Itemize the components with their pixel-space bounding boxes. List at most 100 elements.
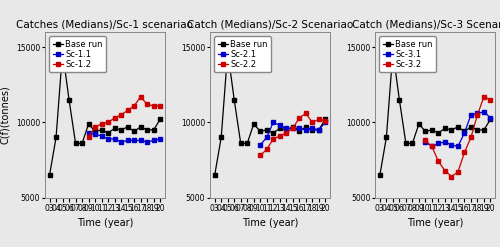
Sc-1.2 [105,121,111,124]
Sc-1.2 [157,104,163,107]
Sc-2.1 [264,136,270,139]
Sc-2.2 [316,118,322,121]
Base run [218,136,224,139]
Base run [384,136,390,139]
Sc-2.1 [296,127,302,130]
Line: Sc-2.2: Sc-2.2 [258,112,327,157]
Y-axis label: C(f)(tonnes): C(f)(tonnes) [0,85,10,144]
Line: Sc-1.1: Sc-1.1 [87,131,162,144]
Base run [481,128,487,131]
Sc-2.1 [322,121,328,124]
Base run [290,125,296,128]
Sc-1.1 [150,139,156,142]
Base run [124,125,130,128]
Base run [416,123,422,125]
Sc-3.1 [436,142,442,145]
Sc-2.2 [270,137,276,140]
Base run [270,131,276,134]
Base run [468,125,474,128]
Base run [72,142,78,145]
Base run [264,128,270,131]
Sc-1.2 [124,109,130,112]
Base run [144,128,150,131]
Base run [238,142,244,145]
Base run [403,142,409,145]
Base run [277,127,283,130]
Line: Sc-2.1: Sc-2.1 [258,121,327,147]
Sc-1.1 [112,137,117,140]
Sc-1.1 [105,137,111,140]
Base run [488,118,494,121]
Sc-2.1 [277,124,283,127]
Line: Base run: Base run [378,50,492,177]
Sc-1.1 [144,141,150,144]
Line: Sc-3.1: Sc-3.1 [424,110,492,148]
Base run [410,142,416,145]
Base run [157,118,163,121]
Sc-1.1 [118,141,124,144]
Sc-2.2 [264,148,270,151]
Base run [138,125,143,128]
Sc-2.2 [296,116,302,119]
Sc-3.1 [481,110,487,113]
Base run [257,130,263,133]
Line: Sc-1.2: Sc-1.2 [87,95,162,139]
X-axis label: Time (year): Time (year) [407,218,464,228]
Sc-1.2 [92,125,98,128]
Base run [244,142,250,145]
Sc-3.1 [422,141,428,144]
Sc-1.1 [92,133,98,136]
Base run [303,125,309,128]
Base run [150,128,156,131]
Sc-2.1 [310,127,316,130]
Sc-3.2 [481,95,487,98]
Sc-1.2 [86,136,91,139]
Line: Sc-3.2: Sc-3.2 [424,95,492,178]
Base run [250,123,256,125]
Base run [118,128,124,131]
Sc-1.1 [86,131,91,134]
Sc-2.2 [277,134,283,137]
Base run [377,174,383,177]
Base run [86,123,91,125]
Base run [296,130,302,133]
Sc-1.1 [124,139,130,142]
Sc-3.2 [429,145,435,148]
Sc-1.1 [131,139,137,142]
Sc-1.1 [98,134,104,137]
Base run [53,136,59,139]
Base run [46,174,52,177]
Base run [322,118,328,121]
Sc-2.2 [284,131,290,134]
Line: Base run: Base run [48,50,162,177]
Sc-1.2 [150,104,156,107]
Sc-3.2 [468,136,474,139]
Sc-1.2 [138,95,143,98]
Sc-2.2 [257,154,263,157]
Base run [429,128,435,131]
Sc-3.1 [455,145,461,148]
X-axis label: Time (year): Time (year) [242,218,298,228]
Legend: Base run, Sc-2.1, Sc-2.2: Base run, Sc-2.1, Sc-2.2 [214,36,271,72]
Base run [212,174,218,177]
Sc-3.1 [474,112,480,115]
Sc-1.2 [131,104,137,107]
Sc-3.1 [442,141,448,144]
Sc-1.1 [138,139,143,142]
Base run [231,98,237,101]
Sc-3.2 [422,139,428,142]
Sc-2.1 [270,121,276,124]
Sc-3.1 [462,131,468,134]
Base run [436,131,442,134]
Legend: Base run, Sc-3.1, Sc-3.2: Base run, Sc-3.1, Sc-3.2 [380,36,436,72]
Base run [442,127,448,130]
Base run [79,142,85,145]
Base run [448,128,454,131]
Sc-3.2 [442,169,448,172]
Line: Base run: Base run [213,50,327,177]
Sc-3.2 [488,98,494,101]
Sc-3.2 [436,160,442,163]
Sc-3.2 [474,113,480,116]
Sc-3.1 [488,116,494,119]
Base run [105,131,111,134]
